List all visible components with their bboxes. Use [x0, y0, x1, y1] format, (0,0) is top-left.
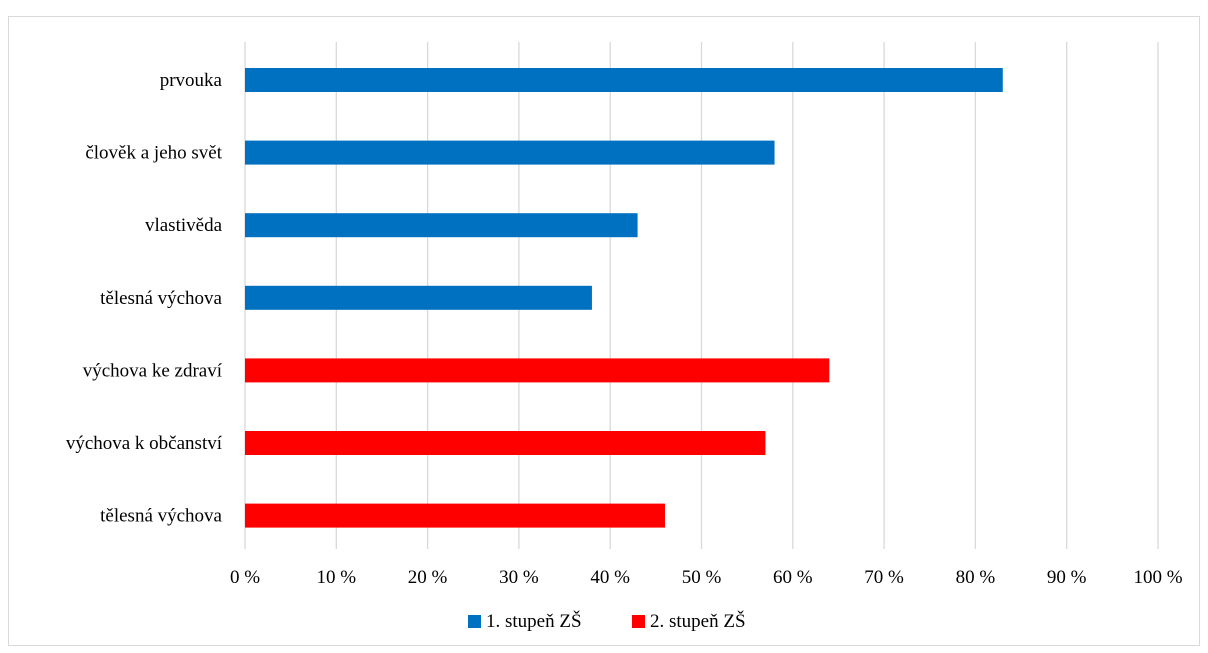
- x-tick-label: 60 %: [773, 567, 813, 588]
- category-label: člověk a jeho svět: [85, 143, 222, 164]
- legend-swatch: [632, 615, 645, 628]
- x-tick-label: 90 %: [1047, 567, 1087, 588]
- x-tick-label: 100 %: [1133, 567, 1182, 588]
- x-tick-label: 0 %: [230, 567, 260, 588]
- category-label: tělesná výchova: [100, 506, 222, 527]
- x-tick-labels: 0 % 10 % 20 % 30 % 40 % 50 % 60 % 70 % 80 % 90 % 1…: [230, 567, 1183, 588]
- bar: [245, 358, 830, 383]
- x-tick-label: 40 %: [590, 567, 630, 588]
- category-labels: prvouka člověk a jeho svět vlastivěda těles…: [66, 70, 223, 527]
- chart-frame: [8, 16, 1200, 646]
- bar: [245, 140, 775, 165]
- bar: [245, 431, 766, 455]
- x-tick-label: 30 %: [499, 567, 539, 588]
- category-label: vlastivěda: [145, 215, 223, 236]
- x-tick-label: 50 %: [682, 567, 722, 588]
- legend-label: 2. stupeň ZŠ: [650, 610, 746, 632]
- x-tick-label: 20 %: [408, 567, 448, 588]
- category-label: výchova ke zdraví: [83, 360, 223, 381]
- legend-swatch: [468, 615, 481, 628]
- category-label: prvouka: [160, 70, 223, 91]
- legend-label: 1. stupeň ZŠ: [486, 610, 582, 632]
- category-label: výchova k občanství: [66, 433, 223, 454]
- x-tick-label: 70 %: [864, 567, 904, 588]
- bar: [245, 68, 1003, 92]
- x-tick-label: 10 %: [317, 567, 357, 588]
- bar: [245, 213, 638, 238]
- bars: [245, 68, 1003, 528]
- bar: [245, 503, 665, 528]
- bar: [245, 285, 592, 310]
- x-tick-label: 80 %: [956, 567, 996, 588]
- legend: 1. stupeň ZŠ 2. stupeň ZŠ: [468, 610, 746, 632]
- gridlines: [244, 42, 1159, 549]
- category-label: tělesná výchova: [100, 288, 222, 309]
